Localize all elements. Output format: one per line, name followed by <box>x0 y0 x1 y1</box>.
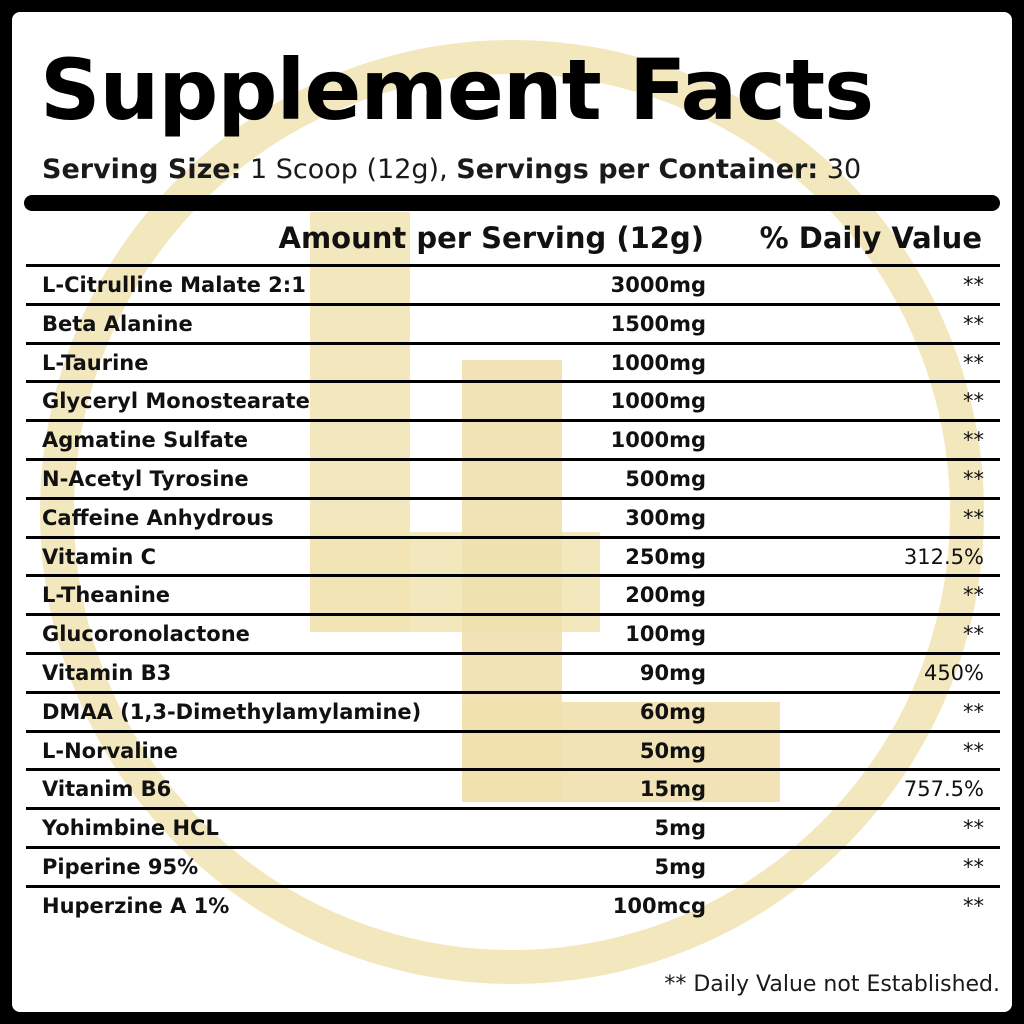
divider-bar <box>24 195 1000 211</box>
footnote: ** Daily Value not Established. <box>664 972 1000 997</box>
ingredient-amount: 100mg <box>625 622 706 647</box>
ingredient-amount: 1000mg <box>610 428 706 453</box>
ingredient-daily-value: 312.5% <box>903 544 984 569</box>
ingredient-daily-value: ** <box>963 311 984 336</box>
ingredient-name: L-Theanine <box>42 583 171 608</box>
ingredient-daily-value: ** <box>963 893 984 918</box>
ingredient-daily-value: ** <box>963 854 984 879</box>
ingredient-table: L-Citrulline Malate 2:1 3000mg ** Beta Alan… <box>26 264 1000 924</box>
ingredient-name: L-Citrulline Malate 2:1 <box>42 273 306 297</box>
ingredient-daily-value: ** <box>963 816 984 841</box>
ingredient-amount: 15mg <box>639 777 706 802</box>
ingredient-name: Vitanim B6 <box>42 777 172 802</box>
ingredient-amount: 60mg <box>639 699 706 724</box>
supplement-facts-panel: Supplement Facts Serving Size: 1 Scoop (… <box>12 12 1012 1012</box>
ingredient-daily-value: ** <box>963 350 984 375</box>
table-row: Beta Alanine 1500mg ** <box>26 302 1000 342</box>
table-row: L-Norvaline 50mg ** <box>26 729 1000 769</box>
ingredient-daily-value: ** <box>963 428 984 453</box>
ingredient-name: Glyceryl Monostearate <box>42 389 310 414</box>
table-row: Glucoronolactone 100mg ** <box>26 613 1000 652</box>
ingredient-amount: 500mg <box>625 466 706 491</box>
serving-size-label: Serving Size: <box>42 154 242 185</box>
ingredient-amount: 90mg <box>639 660 706 685</box>
ingredient-daily-value: 757.5% <box>903 777 984 802</box>
ingredient-name: Vitamin B3 <box>42 660 172 685</box>
ingredient-amount: 1000mg <box>610 350 706 375</box>
table-row: N-Acetyl Tyrosine 500mg ** <box>26 457 1000 497</box>
ingredient-amount: 300mg <box>625 505 706 530</box>
ingredient-name: L-Taurine <box>42 350 149 375</box>
ingredient-name: Vitamin C <box>42 544 157 569</box>
ingredient-daily-value: ** <box>963 466 984 491</box>
ingredient-amount: 50mg <box>639 738 706 763</box>
ingredient-daily-value: ** <box>963 738 984 763</box>
ingredient-daily-value: ** <box>963 505 984 530</box>
ingredient-name: DMAA (1,3-Dimethylamylamine) <box>42 699 422 724</box>
ingredient-amount: 5mg <box>654 816 706 841</box>
ingredient-name: Glucoronolactone <box>42 622 250 647</box>
ingredient-name: Yohimbine HCL <box>42 816 219 841</box>
ingredient-daily-value: ** <box>963 583 984 608</box>
ingredient-name: Piperine 95% <box>42 854 199 879</box>
amount-column-header: Amount per Serving (12g) <box>278 221 704 255</box>
ingredient-amount: 200mg <box>625 583 706 608</box>
ingredient-name: Huperzine A 1% <box>42 893 230 918</box>
ingredient-amount: 1500mg <box>610 311 706 336</box>
ingredient-name: L-Norvaline <box>42 738 178 763</box>
serving-size-value: 1 Scoop (12g), <box>250 154 448 185</box>
servings-per-container-value: 30 <box>826 154 862 185</box>
table-row: Yohimbine HCL 5mg ** <box>26 807 1000 846</box>
ingredient-name: Caffeine Anhydrous <box>42 505 274 530</box>
table-row: Vitamin C 250mg 312.5% <box>26 535 1000 575</box>
table-row: Agmatine Sulfate 1000mg ** <box>26 419 1000 458</box>
page-title: Supplement Facts <box>40 41 874 139</box>
ingredient-name: Beta Alanine <box>42 311 193 336</box>
ingredient-daily-value: ** <box>963 389 984 414</box>
daily-value-column-header: % Daily Value <box>759 221 982 255</box>
ingredient-daily-value: ** <box>963 622 984 647</box>
table-row: L-Theanine 200mg ** <box>26 574 1000 613</box>
ingredient-amount: 1000mg <box>610 389 706 414</box>
table-row: Vitanim B6 15mg 757.5% <box>26 768 1000 807</box>
table-row: Glyceryl Monostearate 1000mg ** <box>26 380 1000 419</box>
table-row: DMAA (1,3-Dimethylamylamine) 60mg ** <box>26 690 1000 730</box>
ingredient-amount: 5mg <box>654 854 706 879</box>
table-row: Piperine 95% 5mg ** <box>26 845 1000 885</box>
ingredient-name: Agmatine Sulfate <box>42 428 248 453</box>
servings-per-container-label: Servings per Container: <box>456 154 819 185</box>
table-row: L-Taurine 1000mg ** <box>26 341 1000 381</box>
table-row: Caffeine Anhydrous 300mg ** <box>26 496 1000 536</box>
ingredient-daily-value: 450% <box>923 660 984 685</box>
table-row: L-Citrulline Malate 2:1 3000mg ** <box>26 264 1000 303</box>
serving-info: Serving Size: 1 Scoop (12g), Servings pe… <box>42 152 861 188</box>
table-row: Huperzine A 1% 100mcg ** <box>26 884 1000 924</box>
ingredient-name: N-Acetyl Tyrosine <box>42 466 249 491</box>
ingredient-daily-value: ** <box>963 699 984 724</box>
ingredient-daily-value: ** <box>963 273 984 297</box>
ingredient-amount: 3000mg <box>610 273 706 297</box>
table-row: Vitamin B3 90mg 450% <box>26 651 1000 691</box>
ingredient-amount: 100mcg <box>612 893 706 918</box>
ingredient-amount: 250mg <box>625 544 706 569</box>
